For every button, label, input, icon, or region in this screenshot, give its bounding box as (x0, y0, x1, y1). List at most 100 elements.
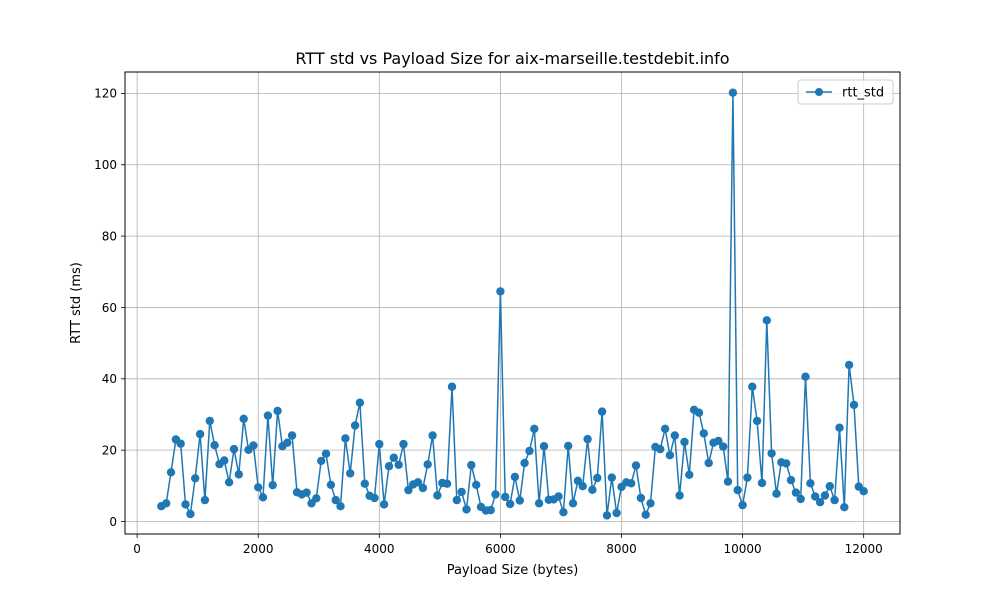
data-point (627, 479, 636, 488)
x-tick-label: 6000 (485, 542, 516, 556)
data-point (331, 495, 340, 505)
data-point (287, 431, 297, 440)
data-point (525, 446, 534, 456)
data-point (849, 400, 859, 410)
x-tick-label: 10000 (723, 542, 761, 556)
legend-label-rtt-std: rtt_std (842, 86, 884, 101)
data-point (733, 485, 742, 495)
data-point (602, 511, 612, 520)
data-point (772, 489, 781, 498)
data-point (801, 372, 810, 381)
data-point (530, 424, 539, 433)
data-point (660, 424, 670, 433)
data-point (341, 434, 350, 443)
data-point (186, 509, 195, 519)
data-point (360, 479, 369, 488)
y-axis-label: RTT std (ms) (69, 262, 84, 344)
data-point (694, 408, 704, 417)
data-point (505, 499, 515, 509)
data-point (791, 488, 801, 497)
data-point (336, 502, 345, 511)
data-point (428, 431, 437, 440)
data-point (748, 382, 757, 391)
data-point (593, 473, 602, 483)
legend-box (797, 79, 894, 105)
data-point (191, 474, 200, 483)
data-point (578, 482, 587, 491)
data-point (273, 406, 282, 416)
data-point (588, 485, 597, 494)
data-point (166, 468, 176, 477)
y-tick-label: 0 (109, 515, 117, 529)
data-point (379, 500, 389, 509)
data-point (249, 441, 258, 450)
data-point (607, 473, 616, 482)
data-point (433, 491, 442, 500)
data-point (719, 442, 728, 451)
data-point (467, 460, 476, 470)
data-point (714, 436, 723, 446)
data-point (317, 456, 326, 466)
data-point (496, 287, 505, 296)
data-point (844, 360, 854, 370)
data-point (346, 469, 355, 478)
data-point (394, 460, 403, 469)
data-point (539, 442, 549, 451)
data-point (370, 493, 379, 503)
data-point (767, 449, 776, 458)
data-point (665, 451, 675, 460)
data-point (510, 472, 520, 482)
y-tick-label: 20 (102, 443, 117, 457)
data-point (738, 500, 747, 510)
data-point (820, 491, 830, 500)
data-point (815, 498, 825, 507)
data-point (200, 495, 210, 505)
data-point (162, 499, 171, 508)
data-point (442, 479, 452, 488)
data-point (534, 499, 544, 508)
axis-ticks: 0 2000 4000 6000 8000 10000 12000 0 20 40 60 80 100 1… (94, 87, 883, 556)
data-point (835, 423, 844, 432)
data-point (554, 492, 563, 501)
y-tick-label: 120 (94, 87, 117, 101)
x-tick-label: 8000 (606, 542, 637, 556)
data-point (312, 494, 321, 503)
series-rtt-std (157, 88, 868, 520)
data-point (234, 470, 243, 479)
chart-title: RTT std vs Payload Size for aix-marseill… (295, 49, 729, 68)
data-point (631, 461, 641, 470)
data-point (811, 492, 820, 501)
data-point (583, 434, 592, 444)
x-axis-label: Payload Size (bytes) (447, 563, 579, 578)
x-tick-label: 4000 (364, 542, 395, 556)
data-point (762, 316, 771, 325)
data-point (501, 492, 510, 502)
data-point (355, 398, 365, 407)
data-point (418, 483, 428, 493)
x-tick-label: 12000 (845, 542, 883, 556)
data-point (447, 382, 457, 391)
data-point (723, 477, 733, 486)
data-point (389, 453, 398, 462)
data-point (229, 444, 239, 454)
data-point (685, 470, 694, 479)
data-point (210, 441, 219, 450)
data-point (486, 505, 495, 515)
data-point (263, 411, 273, 420)
legend-marker-swatch (815, 88, 823, 96)
data-point (413, 478, 423, 487)
data-point (472, 480, 481, 489)
data-point (752, 416, 762, 426)
data-point (404, 485, 413, 495)
data-point (680, 437, 689, 447)
data-point (457, 487, 466, 497)
data-point (258, 493, 268, 502)
data-point (176, 439, 185, 448)
y-tick-label: 60 (102, 301, 117, 315)
data-point (254, 483, 263, 492)
data-point (564, 441, 573, 451)
data-point (399, 439, 408, 449)
data-point (239, 414, 248, 423)
data-point (181, 500, 190, 509)
data-point (520, 458, 529, 468)
